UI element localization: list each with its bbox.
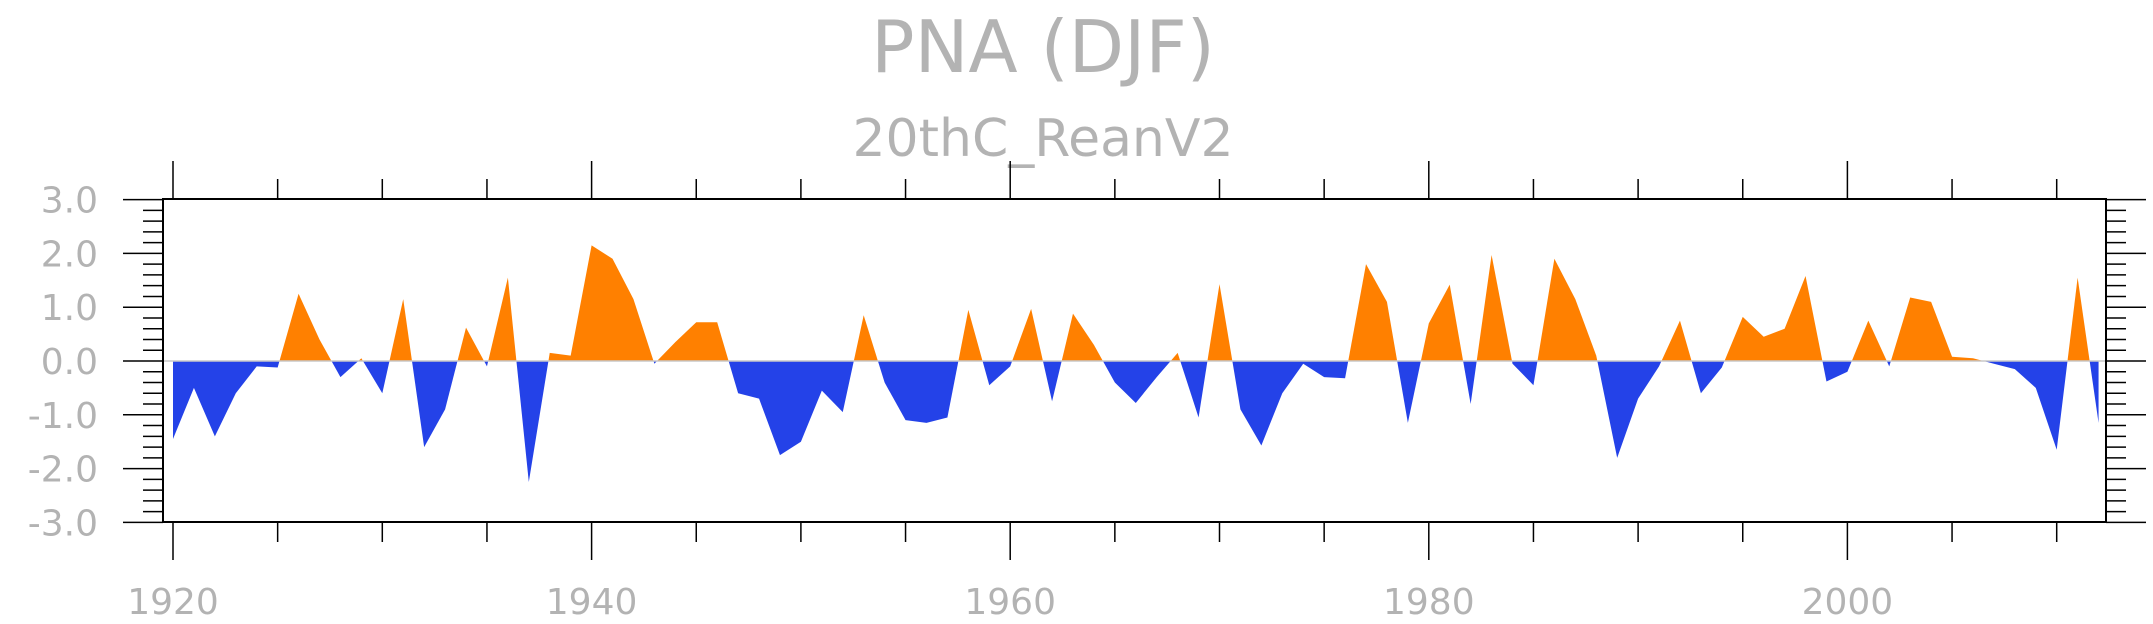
negative-anomaly-area (1397, 361, 1421, 423)
positive-anomaly-area (457, 327, 485, 361)
positive-anomaly-area (1537, 258, 1598, 361)
positive-anomaly-area (1890, 297, 1984, 361)
negative-anomaly-area (411, 361, 458, 448)
y-tick-label: 1.0 (41, 288, 98, 329)
chart-subtitle: 20thC_ReanV2 (852, 109, 1233, 169)
positive-anomaly-area (1207, 284, 1233, 361)
positive-anomaly-area (853, 315, 878, 361)
positive-anomaly-area (1170, 352, 1181, 361)
x-tick-label: 1920 (127, 582, 219, 623)
y-tick-label: -3.0 (28, 503, 98, 544)
x-tick-label: 1980 (1383, 582, 1475, 623)
negative-anomaly-area (1512, 361, 1538, 386)
positive-anomaly-area (1061, 313, 1103, 361)
positive-anomaly-area (279, 293, 332, 361)
plot-area: -3.0 -2.0 -1.0 0.0 1.0 2.0 3.0 1920 1940 1960 1980… (28, 161, 2146, 623)
y-tick-label: -1.0 (28, 396, 98, 437)
positive-anomaly-area (1420, 284, 1464, 361)
negative-anomaly-area (173, 361, 280, 440)
positive-anomaly-area (2067, 277, 2090, 361)
negative-anomaly-area (1232, 361, 1349, 446)
positive-anomaly-area (1348, 264, 1398, 361)
negative-anomaly-area (982, 361, 1013, 386)
negative-anomaly-area (1691, 361, 1725, 394)
positive-anomaly-area (1012, 308, 1043, 361)
x-tick-label: 1960 (964, 582, 1056, 623)
negative-anomaly-area (1042, 361, 1062, 402)
negative-anomaly-area (1983, 361, 2068, 450)
negative-anomaly-area (1597, 361, 1662, 458)
negative-anomaly-area (1102, 361, 1171, 403)
negative-anomaly-area (2089, 361, 2099, 423)
x-tick-label: 2000 (1802, 582, 1894, 623)
chart-title: PNA (DJF) (871, 5, 1215, 89)
negative-anomaly-area (728, 361, 854, 456)
negative-anomaly-area (331, 361, 359, 378)
negative-anomaly-area (877, 361, 959, 423)
positive-anomaly-area (1724, 275, 1823, 361)
negative-anomaly-area (1886, 361, 1891, 367)
negative-anomaly-area (1822, 361, 1852, 382)
y-tick-label: 2.0 (41, 234, 98, 275)
positive-anomaly-area (389, 299, 412, 361)
y-tick-label: -2.0 (28, 450, 98, 491)
positive-anomaly-area (1476, 255, 1513, 361)
y-tick-label: 0.0 (41, 342, 98, 383)
positive-anomaly-area (1661, 320, 1692, 361)
negative-anomaly-area (362, 361, 390, 394)
negative-anomaly-area (516, 361, 549, 483)
positive-anomaly-area (958, 309, 983, 361)
negative-anomaly-area (1180, 361, 1208, 418)
negative-anomaly-area (484, 361, 489, 367)
positive-anomaly-area (548, 245, 654, 361)
y-tick-label: 3.0 (41, 181, 98, 222)
positive-anomaly-area (657, 322, 729, 361)
positive-anomaly-area (488, 277, 517, 361)
positive-anomaly-area (1851, 320, 1887, 361)
x-tick-label: 1940 (546, 582, 638, 623)
negative-anomaly-area (1463, 361, 1477, 405)
